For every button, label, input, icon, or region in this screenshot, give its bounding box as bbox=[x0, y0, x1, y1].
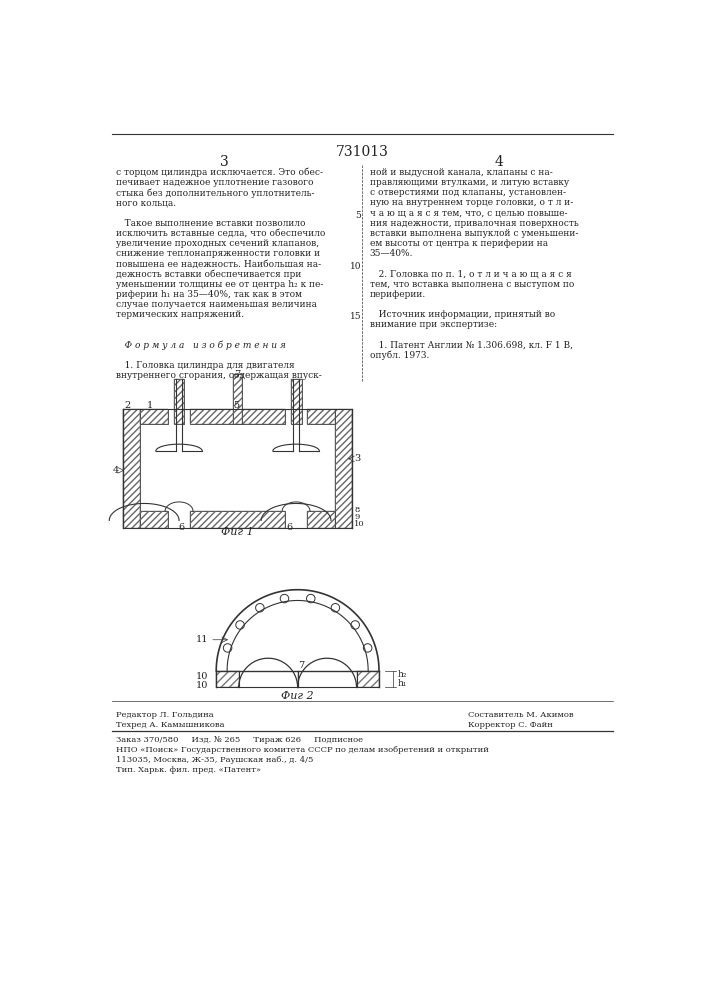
Text: увеличение проходных сечений клапанов,: увеличение проходных сечений клапанов, bbox=[115, 239, 319, 248]
Text: тем, что вставка выполнена с выступом по: тем, что вставка выполнена с выступом по bbox=[370, 280, 574, 289]
Text: 35—40%.: 35—40%. bbox=[370, 249, 413, 258]
Text: 10: 10 bbox=[350, 262, 361, 271]
Text: Фиг 1: Фиг 1 bbox=[221, 527, 254, 537]
Polygon shape bbox=[307, 409, 335, 424]
Text: печивает надежное уплотнение газового: печивает надежное уплотнение газового bbox=[115, 178, 313, 187]
Text: ч а ю щ а я с я тем, что, с целью повыше-: ч а ю щ а я с я тем, что, с целью повыше… bbox=[370, 208, 567, 217]
Text: ем высоты от центра к периферии на: ем высоты от центра к периферии на bbox=[370, 239, 548, 248]
Polygon shape bbox=[190, 409, 285, 424]
Text: h₁: h₁ bbox=[397, 679, 407, 688]
Text: 10: 10 bbox=[354, 520, 365, 528]
Polygon shape bbox=[140, 409, 168, 424]
Text: 4: 4 bbox=[495, 155, 503, 169]
Text: ного кольца.: ного кольца. bbox=[115, 198, 175, 207]
Text: 2. Головка по п. 1, о т л и ч а ю щ а я с я: 2. Головка по п. 1, о т л и ч а ю щ а я … bbox=[370, 269, 571, 278]
Text: ную на внутреннем торце головки, о т л и-: ную на внутреннем торце головки, о т л и… bbox=[370, 198, 573, 207]
Text: Источник информации, принятый во: Источник информации, принятый во bbox=[370, 310, 555, 319]
Polygon shape bbox=[291, 379, 301, 424]
Text: исключить вставные седла, что обеспечило: исключить вставные седла, что обеспечило bbox=[115, 229, 325, 238]
Text: 10: 10 bbox=[196, 681, 209, 690]
Polygon shape bbox=[190, 511, 285, 528]
Text: НПО «Поиск» Государственного комитета СССР по делам изобретений и открытий: НПО «Поиск» Государственного комитета СС… bbox=[115, 746, 489, 754]
Text: с торцом цилиндра исключается. Это обес-: с торцом цилиндра исключается. Это обес- bbox=[115, 168, 322, 177]
Text: 11: 11 bbox=[196, 635, 209, 644]
Text: Корректор С. Файн: Корректор С. Файн bbox=[468, 721, 553, 729]
Text: 3: 3 bbox=[220, 155, 228, 169]
Text: Такое выполнение вставки позволило: Такое выполнение вставки позволило bbox=[115, 219, 305, 228]
Text: с отверстиями под клапаны, установлен-: с отверстиями под клапаны, установлен- bbox=[370, 188, 566, 197]
Text: Тип. Харьк. фил. пред. «Патент»: Тип. Харьк. фил. пред. «Патент» bbox=[115, 766, 261, 774]
Text: повышена ее надежность. Наибольшая на-: повышена ее надежность. Наибольшая на- bbox=[115, 259, 321, 268]
Text: снижение теплонапряженности головки и: снижение теплонапряженности головки и bbox=[115, 249, 320, 258]
Text: 2: 2 bbox=[125, 401, 131, 410]
Text: опубл. 1973.: опубл. 1973. bbox=[370, 351, 429, 360]
Text: термических напряжений.: термических напряжений. bbox=[115, 310, 244, 319]
Text: правляющими втулками, и литую вставку: правляющими втулками, и литую вставку bbox=[370, 178, 569, 187]
Text: внимание при экспертизе:: внимание при экспертизе: bbox=[370, 320, 497, 329]
Text: риферии h₁ на 35—40%, так как в этом: риферии h₁ на 35—40%, так как в этом bbox=[115, 290, 301, 299]
Text: Техред А. Камышникова: Техред А. Камышникова bbox=[115, 721, 224, 729]
Text: вставки выполнена выпуклой с уменьшени-: вставки выполнена выпуклой с уменьшени- bbox=[370, 229, 578, 238]
Text: стыка без дополнительного уплотнитель-: стыка без дополнительного уплотнитель- bbox=[115, 188, 314, 198]
Text: 1. Патент Англии № 1.306.698, кл. F 1 B,: 1. Патент Англии № 1.306.698, кл. F 1 B, bbox=[370, 341, 573, 350]
Text: 1. Головка цилиндра для двигателя: 1. Головка цилиндра для двигателя bbox=[115, 361, 294, 370]
Text: 5: 5 bbox=[233, 401, 239, 410]
Text: Ф о р м у л а   и з о б р е т е н и я: Ф о р м у л а и з о б р е т е н и я bbox=[115, 341, 286, 350]
Polygon shape bbox=[140, 511, 168, 528]
Polygon shape bbox=[233, 374, 243, 424]
Text: Заказ 370/580     Изд. № 265     Тираж 626     Подписное: Заказ 370/580 Изд. № 265 Тираж 626 Подпи… bbox=[115, 736, 363, 744]
Text: периферии.: периферии. bbox=[370, 290, 426, 299]
Text: Редактор Л. Гольдина: Редактор Л. Гольдина bbox=[115, 711, 213, 719]
Text: 7: 7 bbox=[298, 661, 305, 670]
Text: 8: 8 bbox=[354, 506, 360, 514]
Text: 731013: 731013 bbox=[336, 145, 388, 159]
Text: 9: 9 bbox=[354, 513, 360, 521]
Text: ной и выдусной канала, клапаны с на-: ной и выдусной канала, клапаны с на- bbox=[370, 168, 552, 177]
Text: 113035, Москва, Ж-35, Раушская наб., д. 4/5: 113035, Москва, Ж-35, Раушская наб., д. … bbox=[115, 756, 313, 764]
Polygon shape bbox=[174, 379, 185, 424]
Text: Составитель М. Акимов: Составитель М. Акимов bbox=[468, 711, 574, 719]
Text: уменьшении толщины ее от центра h₂ к пе-: уменьшении толщины ее от центра h₂ к пе- bbox=[115, 280, 323, 289]
Text: Фиг 2: Фиг 2 bbox=[281, 691, 314, 701]
Text: 7: 7 bbox=[235, 370, 240, 379]
Text: ния надежности, привалочная поверхность: ния надежности, привалочная поверхность bbox=[370, 219, 578, 228]
Text: дежность вставки обеспечивается при: дежность вставки обеспечивается при bbox=[115, 269, 301, 279]
Text: 15: 15 bbox=[349, 312, 361, 321]
Polygon shape bbox=[307, 511, 335, 528]
Text: 10: 10 bbox=[196, 672, 209, 681]
Text: 1: 1 bbox=[147, 401, 153, 410]
Text: внутреннего сгорания, содержащая впуск-: внутреннего сгорания, содержащая впуск- bbox=[115, 371, 321, 380]
Text: 3: 3 bbox=[354, 454, 361, 463]
Text: h₂: h₂ bbox=[397, 670, 407, 679]
Polygon shape bbox=[335, 409, 352, 528]
Text: случае получается наименьшая величина: случае получается наименьшая величина bbox=[115, 300, 317, 309]
Text: 5: 5 bbox=[356, 211, 361, 220]
Text: 4: 4 bbox=[113, 466, 119, 475]
Polygon shape bbox=[123, 409, 140, 528]
Text: 6: 6 bbox=[178, 523, 185, 532]
Text: 6: 6 bbox=[287, 523, 293, 532]
